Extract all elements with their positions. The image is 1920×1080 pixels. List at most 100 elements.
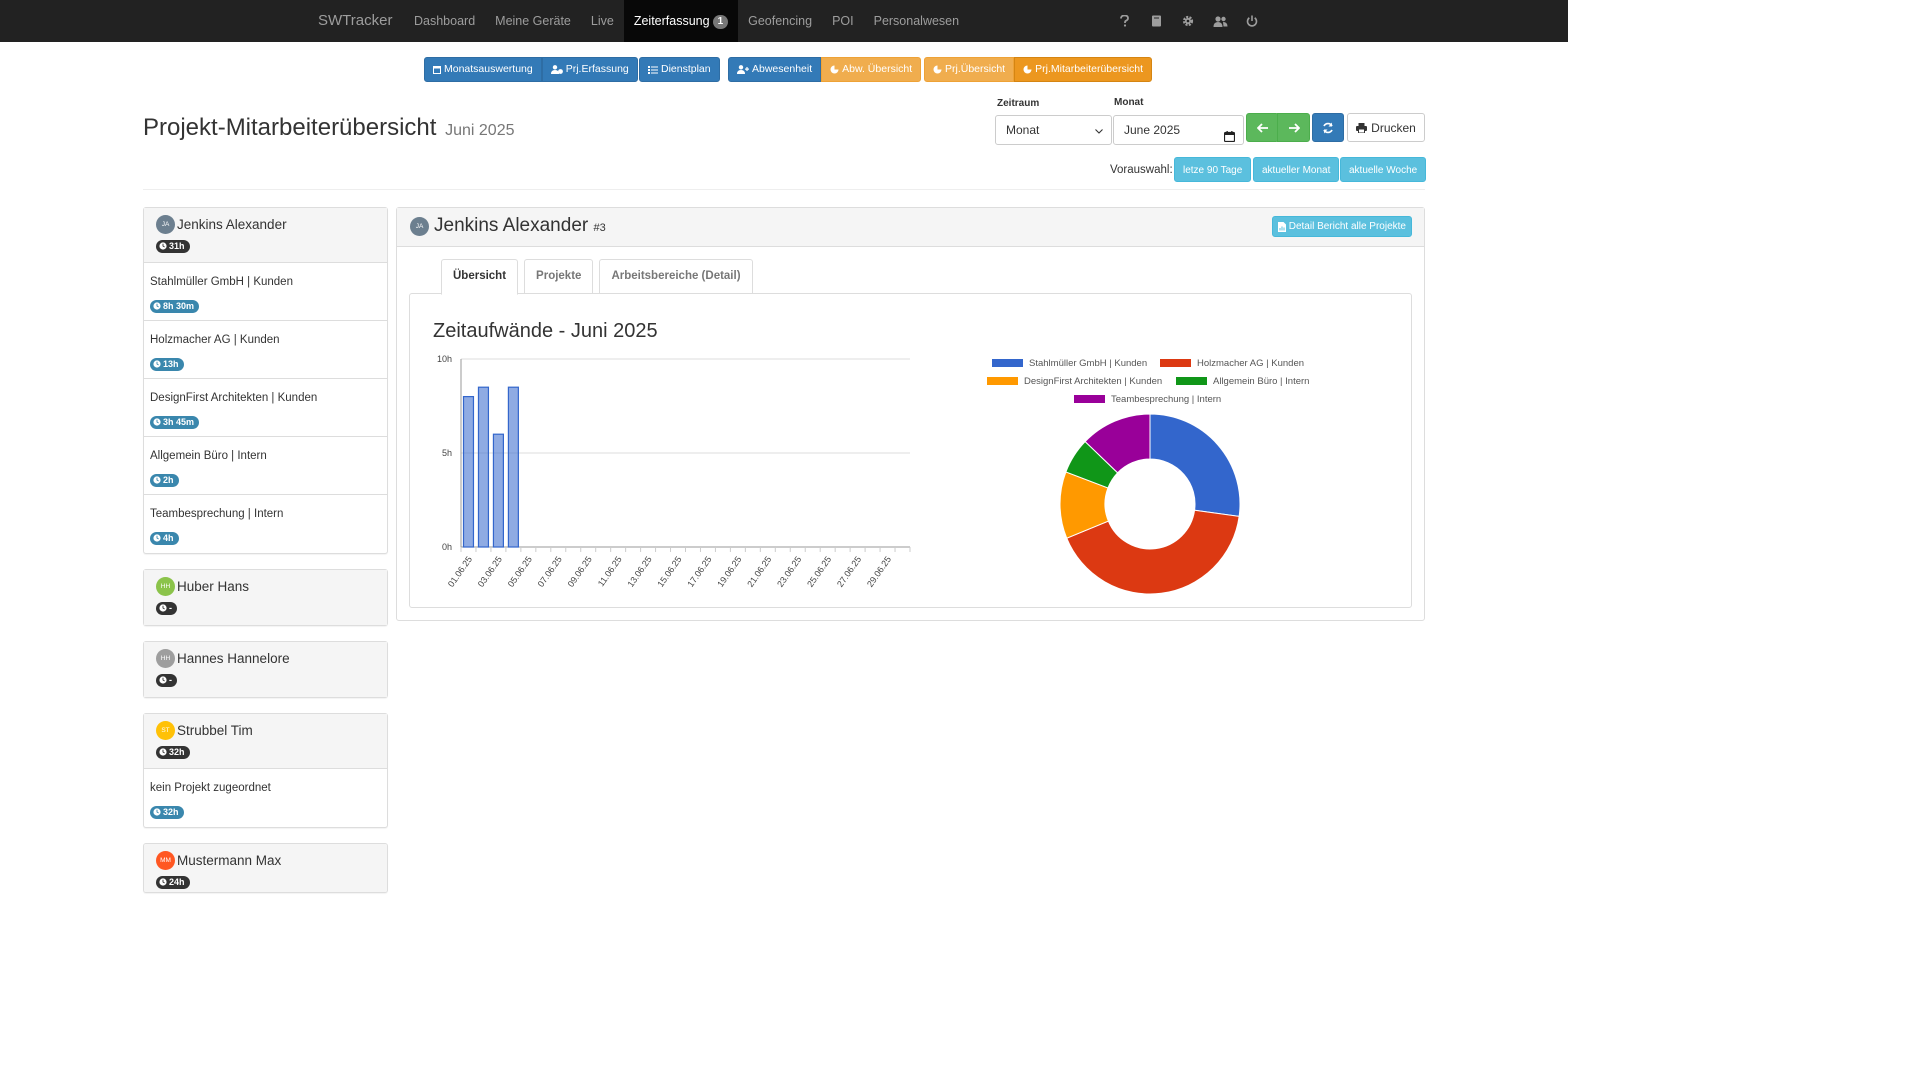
x-tick-label: 19.06.25 <box>715 554 743 588</box>
list-item[interactable]: Holzmacher AG | Kunden 13h <box>144 321 387 379</box>
employee-panel-mustermann: MM Mustermann Max 24h <box>143 843 388 893</box>
abwesenheit-button[interactable]: Abwesenheit <box>728 57 822 82</box>
list-item[interactable]: Allgemein Büro | Intern 2h <box>144 437 387 495</box>
time-badge: 8h 30m <box>150 299 200 313</box>
project-name: Allgemein Büro | Intern <box>150 450 267 462</box>
legend-label: DesignFirst Architekten | Kunden <box>1024 376 1162 387</box>
employee-name: Huber Hans <box>177 579 250 594</box>
avatar: ST <box>156 721 175 740</box>
x-tick-label: 05.06.25 <box>506 554 534 588</box>
arrow-left-icon <box>1256 122 1268 133</box>
abw-uebersicht-button[interactable]: Abw. Übersicht <box>821 57 922 82</box>
zeitraum-select[interactable]: Monat <box>995 115 1112 145</box>
employee-header[interactable]: HH Hannes Hannelore - <box>144 642 387 697</box>
tab-projekte[interactable]: Projekte <box>524 259 594 294</box>
time-badge: 4h <box>150 531 179 545</box>
users-icon[interactable] <box>1204 0 1236 42</box>
tab-arbeitsbereiche[interactable]: Arbeitsbereiche (Detail) <box>599 259 753 294</box>
btn-group-dienstplan: Dienstplan <box>639 57 720 82</box>
detail-header: JA Jenkins Alexander #3 Detail Bericht a… <box>397 208 1424 247</box>
chevron-down-icon <box>1095 116 1103 144</box>
monat-value: June 2025 <box>1124 123 1181 137</box>
nav-item-poi[interactable]: POI <box>832 14 854 28</box>
time-badge: 3h 45m <box>150 415 200 429</box>
nav-item-geofencing[interactable]: Geofencing <box>748 14 813 28</box>
print-button[interactable]: Drucken <box>1347 113 1425 142</box>
monatsauswertung-button[interactable]: Monatsauswertung <box>424 57 542 82</box>
brand-logo[interactable]: SWTracker <box>318 12 393 29</box>
tab-uebersicht[interactable]: Übersicht <box>441 259 519 295</box>
prev-month-button[interactable] <box>1246 113 1279 142</box>
prj-mitarbeiteruebersicht-button[interactable]: Prj.Mitarbeiterübersicht <box>1014 57 1153 82</box>
book-icon[interactable] <box>1140 0 1172 42</box>
clock-icon <box>153 534 161 542</box>
x-tick-label: 11.06.25 <box>596 554 624 588</box>
time-badge: 13h <box>150 357 184 371</box>
project-name: kein Projekt zugeordnet <box>150 782 271 794</box>
gear-icon[interactable] <box>1172 0 1204 42</box>
x-tick-label: 23.06.25 <box>775 554 803 588</box>
monat-input[interactable]: June 2025 <box>1113 115 1244 145</box>
question-icon[interactable] <box>1108 0 1140 42</box>
preset-last-90-days-button[interactable]: letze 90 Tage <box>1174 157 1252 182</box>
detail-report-button[interactable]: Detail Bericht alle Projekte <box>1271 216 1412 237</box>
nav-item-dashboard[interactable]: Dashboard <box>414 14 476 28</box>
chart-title: Zeitaufwände - Juni 2025 <box>433 320 658 342</box>
employee-header[interactable]: JA Jenkins Alexander 31h <box>144 208 387 263</box>
preset-current-week-button[interactable]: aktuelle Woche <box>1340 157 1427 182</box>
y-tick-label: 10h <box>437 354 452 364</box>
project-name: DesignFirst Architekten | Kunden <box>150 392 318 404</box>
prj-erfassung-button[interactable]: Prj.Erfassung <box>541 57 638 82</box>
button-label: Drucken <box>1371 120 1416 135</box>
nav-item-meine-geraete[interactable]: Meine Geräte <box>495 14 571 28</box>
total-time-badge: 24h <box>156 875 190 889</box>
calendar-icon[interactable] <box>1223 124 1236 152</box>
list-item[interactable]: kein Projekt zugeordnet 32h <box>144 769 387 827</box>
zeitraum-value: Monat <box>1006 123 1040 137</box>
employee-name: Hannes Hannelore <box>177 651 290 666</box>
total-time-badge: - <box>156 601 177 615</box>
btn-group-abwesenheit: Abwesenheit Abw. Übersicht <box>728 57 922 82</box>
employee-header[interactable]: HH Huber Hans - <box>144 570 387 625</box>
pie-chart-icon <box>933 65 942 74</box>
prj-uebersicht-button[interactable]: Prj.Übersicht <box>924 57 1015 82</box>
avatar: HH <box>156 577 175 596</box>
detail-tabs: Übersicht Projekte Arbeitsbereiche (Deta… <box>441 259 759 295</box>
time-value: 32h <box>163 806 179 817</box>
clock-icon <box>153 476 161 484</box>
x-tick-label: 21.06.25 <box>745 554 773 588</box>
avatar: MM <box>156 851 175 870</box>
total-time-value: 31h <box>169 240 185 251</box>
employee-header[interactable]: ST Strubbel Tim 32h <box>144 714 387 769</box>
list-item[interactable]: Stahlmüller GmbH | Kunden 8h 30m <box>144 263 387 321</box>
legend-label: Holzmacher AG | Kunden <box>1197 358 1304 369</box>
bar <box>492 433 505 548</box>
zeitraum-label: Zeitraum <box>997 98 1040 109</box>
dienstplan-button[interactable]: Dienstplan <box>639 57 720 82</box>
monat-label: Monat <box>1114 97 1144 108</box>
nav-item-live[interactable]: Live <box>590 14 614 28</box>
nav-item-label: Zeiterfassung <box>633 14 710 28</box>
next-month-button[interactable] <box>1277 113 1310 142</box>
time-badge: 2h <box>150 473 179 487</box>
total-time-badge: - <box>156 673 177 687</box>
donut-slice <box>1084 413 1151 474</box>
list-item[interactable]: Teambesprechung | Intern 4h <box>144 495 387 553</box>
x-tick-label: 09.06.25 <box>566 554 594 588</box>
refresh-button[interactable] <box>1312 113 1344 142</box>
nav-item-zeiterfassung[interactable]: Zeiterfassung 1 <box>623 0 739 42</box>
avatar: JA <box>410 217 429 236</box>
x-tick-label: 17.06.25 <box>685 554 713 588</box>
power-icon[interactable] <box>1236 0 1268 42</box>
button-label: Prj.Erfassung <box>565 63 629 75</box>
employee-panel-hannes: HH Hannes Hannelore - <box>143 641 388 698</box>
employee-header[interactable]: MM Mustermann Max 24h <box>144 844 387 892</box>
preset-current-month-button[interactable]: aktueller Monat <box>1253 157 1340 182</box>
list-item[interactable]: DesignFirst Architekten | Kunden 3h 45m <box>144 379 387 437</box>
x-tick-label: 03.06.25 <box>476 554 504 588</box>
time-badge: 32h <box>150 805 184 819</box>
nav-item-personalwesen[interactable]: Personalwesen <box>873 14 960 28</box>
button-label: Monatsauswertung <box>444 63 533 75</box>
arrow-right-icon <box>1288 122 1300 133</box>
project-name: Teambesprechung | Intern <box>150 508 284 520</box>
